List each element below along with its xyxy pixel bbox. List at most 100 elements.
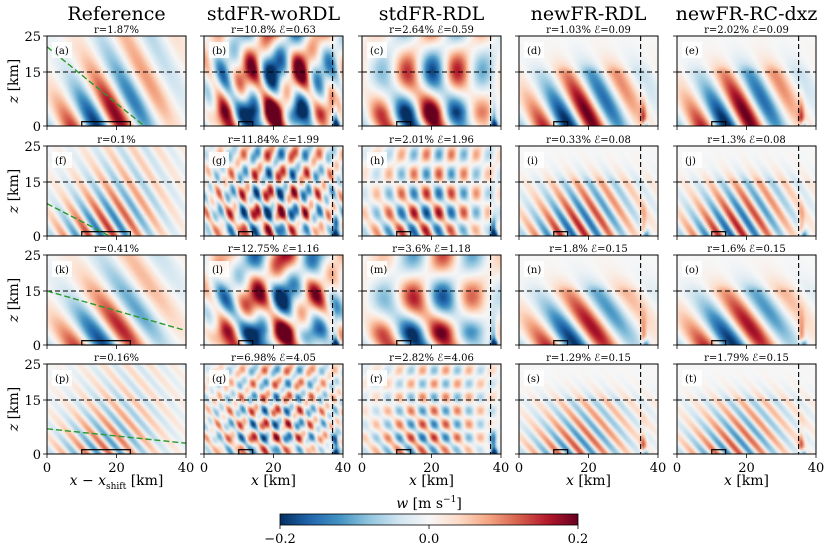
- panel-metric: r=2.01% ℰ=1.96: [389, 135, 474, 146]
- x-tick-label: 40: [808, 461, 825, 476]
- panel-label: (o): [685, 265, 699, 276]
- green-ray-line: [46, 290, 187, 332]
- panel-e: (e) r=2.02% ℰ=0.09: [673, 25, 817, 130]
- x-tick-label: 20: [580, 461, 597, 476]
- panel-label: (m): [370, 265, 387, 276]
- panel-label: (n): [527, 265, 541, 276]
- panel-a: (a) r=1.87% 0 15 25: [24, 25, 187, 135]
- panel-metric: r=1.3% ℰ=0.08: [707, 135, 785, 146]
- x-tick-label: 40: [178, 461, 195, 476]
- x-tick-label: 20: [265, 461, 282, 476]
- panel-label-box: [52, 261, 72, 277]
- panel-label-box: [682, 370, 702, 386]
- panel-f: (f) r=0.1% 0 15 25: [24, 135, 187, 245]
- column-title: Reference: [67, 3, 165, 25]
- colorbar-label-var: w: [396, 496, 408, 512]
- y-tick-label: 15: [24, 176, 41, 191]
- x-axis-label: x [km]: [409, 473, 454, 489]
- panel-label-box: [367, 42, 387, 58]
- panel-q: (q) r=6.98% ℰ=4.05 0 20 40: [200, 353, 351, 476]
- panel-metric: r=0.41%: [94, 244, 139, 255]
- panel-metric: r=6.98% ℰ=4.05: [231, 353, 316, 364]
- panel-label: (h): [370, 156, 384, 167]
- panel-r: (r) r=2.82% ℰ=4.06 0 20 40: [358, 353, 509, 476]
- x-axis-label: x [km]: [724, 473, 769, 489]
- y-axis-label: z [km]: [6, 59, 22, 105]
- panel-metric: r=0.33% ℰ=0.08: [546, 135, 631, 146]
- x-tick-label: 20: [423, 461, 440, 476]
- panel-label: (s): [527, 374, 540, 385]
- axis-labels: z [km] z [km] z [km] z [km] x − xshift [km] x…: [6, 59, 769, 492]
- panel-j: (j) r=1.3% ℰ=0.08: [673, 135, 817, 240]
- y-tick-label: 0: [33, 448, 41, 463]
- x-axis-label: x [km]: [251, 473, 296, 489]
- y-tick-label: 25: [24, 358, 41, 373]
- panel-label: (t): [685, 374, 697, 385]
- y-tick-label: 15: [24, 66, 41, 81]
- column-titles: Reference stdFR-woRDL stdFR-RDL newFR-RDL ne…: [67, 3, 817, 25]
- panel-metric: r=1.29% ℰ=0.15: [546, 353, 631, 364]
- colorbar-label-unit: [m s: [408, 496, 443, 512]
- green-ray-line: [46, 46, 145, 127]
- x-tick-label: 0: [515, 461, 523, 476]
- x-axis-label: x − xshift [km]: [70, 473, 164, 492]
- panel-label: (g): [212, 156, 226, 167]
- column-title: newFR-RC-dxz: [676, 3, 818, 25]
- panel-metric: r=1.8% ℰ=0.15: [549, 244, 627, 255]
- y-tick-label: 25: [24, 30, 41, 45]
- panel-l: (l) r=12.75% ℰ=1.16: [200, 244, 344, 349]
- panel-label-box: [682, 261, 702, 277]
- panel-metric: r=2.64% ℰ=0.59: [389, 25, 474, 36]
- panel-metric: r=1.6% ℰ=0.15: [707, 244, 785, 255]
- colorbar-tick-label: 0.0: [419, 532, 440, 547]
- panel-label: (d): [527, 46, 541, 57]
- panel-label-box: [209, 261, 229, 277]
- panel-metric: r=0.1%: [97, 135, 136, 146]
- panel-label-box: [52, 42, 72, 58]
- x-tick-label: 40: [493, 461, 510, 476]
- panel-metric: r=3.6% ℰ=1.18: [392, 244, 470, 255]
- panel-s: (s) r=1.29% ℰ=0.15 0 20 40: [515, 353, 666, 476]
- panel-grid: (a) r=1.87% 0 15 25 (b) r=10.8% ℰ=0.63 (c) r=2.6…: [24, 25, 824, 476]
- panel-g: (g)r=11.84% ℰ=1.99: [200, 135, 344, 240]
- panel-label: (a): [55, 46, 69, 57]
- panel-d: (d) r=1.03% ℰ=0.09: [515, 25, 659, 130]
- panel-label-box: [367, 370, 387, 386]
- panel-label-box: [524, 152, 544, 168]
- panel-metric: r=1.03% ℰ=0.09: [546, 25, 631, 36]
- y-tick-label: 0: [33, 230, 41, 245]
- panel-metric: r=10.8% ℰ=0.63: [231, 25, 316, 36]
- panel-label-box: [524, 42, 544, 58]
- x-tick-label: 40: [650, 461, 667, 476]
- panel-label-box: [209, 370, 229, 386]
- colorbar-tick-label: −0.2: [264, 532, 296, 547]
- panel-label: (e): [685, 46, 699, 57]
- x-tick-label: 0: [200, 461, 208, 476]
- y-tick-label: 15: [24, 394, 41, 409]
- panel-n: (n) r=1.8% ℰ=0.15: [515, 244, 659, 349]
- y-tick-label: 0: [33, 339, 41, 354]
- panel-t: (t) r=1.79% ℰ=0.15 0 20 40: [673, 353, 824, 476]
- y-axis-label: z [km]: [6, 169, 22, 215]
- y-axis-label: z [km]: [6, 387, 22, 433]
- panel-metric: r=1.79% ℰ=0.15: [704, 353, 789, 364]
- colorbar-label-close: ]: [456, 496, 461, 512]
- panel-label: (q): [212, 374, 226, 385]
- y-tick-label: 15: [24, 285, 41, 300]
- panel-m: (m) r=3.6% ℰ=1.18: [358, 244, 502, 349]
- x-tick-label: 0: [358, 461, 366, 476]
- colorbar-ticks: −0.2 0.0 0.2: [264, 525, 588, 547]
- panel-label: (f): [55, 156, 67, 167]
- y-tick-label: 25: [24, 249, 41, 264]
- panel-label: (r): [370, 374, 383, 385]
- green-ray-line: [46, 428, 187, 444]
- panel-metric: r=12.75% ℰ=1.16: [228, 244, 319, 255]
- panel-label: (c): [370, 46, 384, 57]
- panel-b: (b) r=10.8% ℰ=0.63: [200, 25, 344, 130]
- panel-metric: r=2.02% ℰ=0.09: [704, 25, 789, 36]
- panel-metric: r=1.87%: [94, 25, 139, 36]
- column-title: newFR-RDL: [531, 3, 647, 25]
- x-axis-label: x [km]: [566, 473, 611, 489]
- panel-p: (p) r=0.16% 0 15 25 0 20 40: [24, 353, 194, 476]
